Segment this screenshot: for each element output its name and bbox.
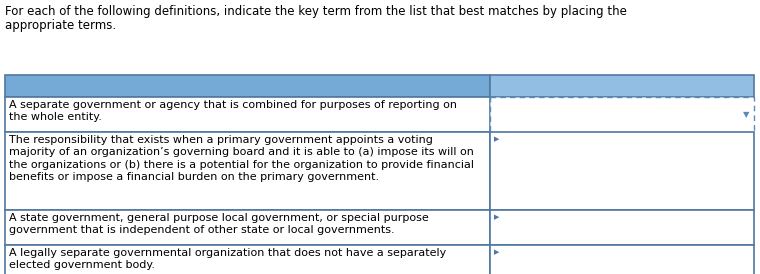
Bar: [5, 210, 490, 245]
Bar: [490, 132, 754, 210]
Text: appropriate terms.: appropriate terms.: [5, 19, 116, 32]
Bar: [490, 75, 754, 97]
Text: ▶: ▶: [494, 214, 499, 220]
Bar: [490, 97, 754, 132]
Bar: [5, 245, 490, 274]
Bar: [490, 210, 754, 245]
Text: The responsibility that exists when a primary government appoints a voting
major: The responsibility that exists when a pr…: [9, 135, 474, 182]
Text: For each of the following definitions, indicate the key term from the list that : For each of the following definitions, i…: [5, 5, 627, 18]
Bar: [490, 245, 754, 274]
Bar: [5, 75, 490, 97]
Text: A legally separate governmental organization that does not have a separately
ele: A legally separate governmental organiza…: [9, 248, 446, 270]
Bar: [5, 97, 490, 132]
Text: A state government, general purpose local government, or special purpose
governm: A state government, general purpose loca…: [9, 213, 429, 235]
Text: ▼: ▼: [743, 110, 749, 119]
Text: ▶: ▶: [494, 136, 499, 142]
Bar: [5, 132, 490, 210]
Text: A separate government or agency that is combined for purposes of reporting on
th: A separate government or agency that is …: [9, 100, 457, 122]
Text: ▶: ▶: [494, 249, 499, 255]
